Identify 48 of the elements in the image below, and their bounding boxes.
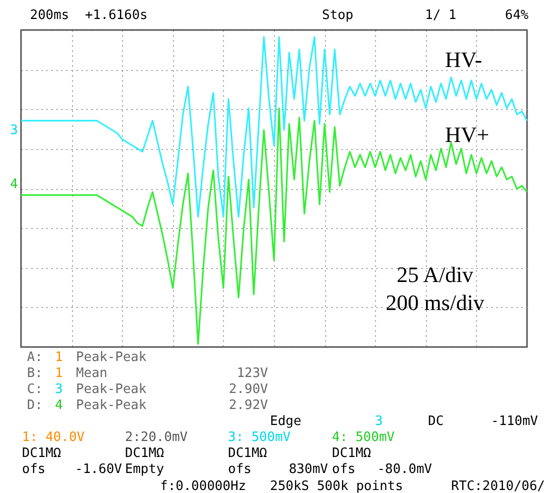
- text: 1/ 1: [425, 8, 456, 23]
- text: B:: [27, 366, 43, 381]
- text: A:: [27, 350, 43, 365]
- text: 64%: [505, 8, 529, 23]
- text: Edge: [270, 414, 302, 429]
- text: C:: [27, 382, 43, 397]
- text: ofs: [22, 462, 46, 477]
- text: 4: 500mV: [332, 430, 395, 445]
- text: Stop: [322, 8, 354, 23]
- annotation: 200 ms/div: [386, 290, 484, 315]
- text: Peak-Peak: [76, 382, 147, 397]
- text: 123V: [236, 366, 268, 381]
- text: 2.92V: [228, 398, 268, 413]
- text: DC1MΩ: [22, 446, 62, 461]
- text: 4: [10, 177, 18, 192]
- text: 3: [55, 382, 63, 397]
- text: -110mV: [491, 414, 538, 429]
- series-label: HV-: [445, 47, 482, 72]
- text: 3: 500mV: [228, 430, 291, 445]
- text: 2.90V: [228, 382, 268, 397]
- text: -1.60V: [75, 462, 122, 477]
- text: Mean: [76, 366, 108, 381]
- text: D:: [27, 398, 43, 413]
- text: DC: [428, 414, 444, 429]
- text: +1.6160s: [85, 8, 148, 23]
- series-label: HV+: [445, 122, 490, 147]
- text: 4: [55, 398, 63, 413]
- text: RTC:2010/06/: [451, 479, 545, 493]
- text: 2:20.0mV: [125, 430, 188, 445]
- text: Empty: [125, 462, 164, 477]
- annotation: 25 A/div: [396, 262, 474, 287]
- text: ofs: [332, 462, 356, 477]
- text: -80.0mV: [377, 462, 432, 477]
- text: Peak-Peak: [76, 350, 147, 365]
- text: f:0.00000Hz: [160, 479, 246, 493]
- text: 250kS 500k points: [270, 479, 404, 493]
- text: 200ms: [30, 8, 70, 23]
- text: 3: [10, 123, 18, 138]
- text: 3: [375, 414, 383, 429]
- text: 1: [55, 350, 63, 365]
- text: DC1MΩ: [332, 446, 372, 461]
- text: DC1MΩ: [125, 446, 164, 461]
- text: Peak-Peak: [76, 398, 147, 413]
- text: 1: 40.0V: [22, 430, 85, 445]
- text: 1: [55, 366, 63, 381]
- text: DC1MΩ: [228, 446, 268, 461]
- text: ofs: [228, 462, 252, 477]
- text: 830mV: [288, 462, 328, 477]
